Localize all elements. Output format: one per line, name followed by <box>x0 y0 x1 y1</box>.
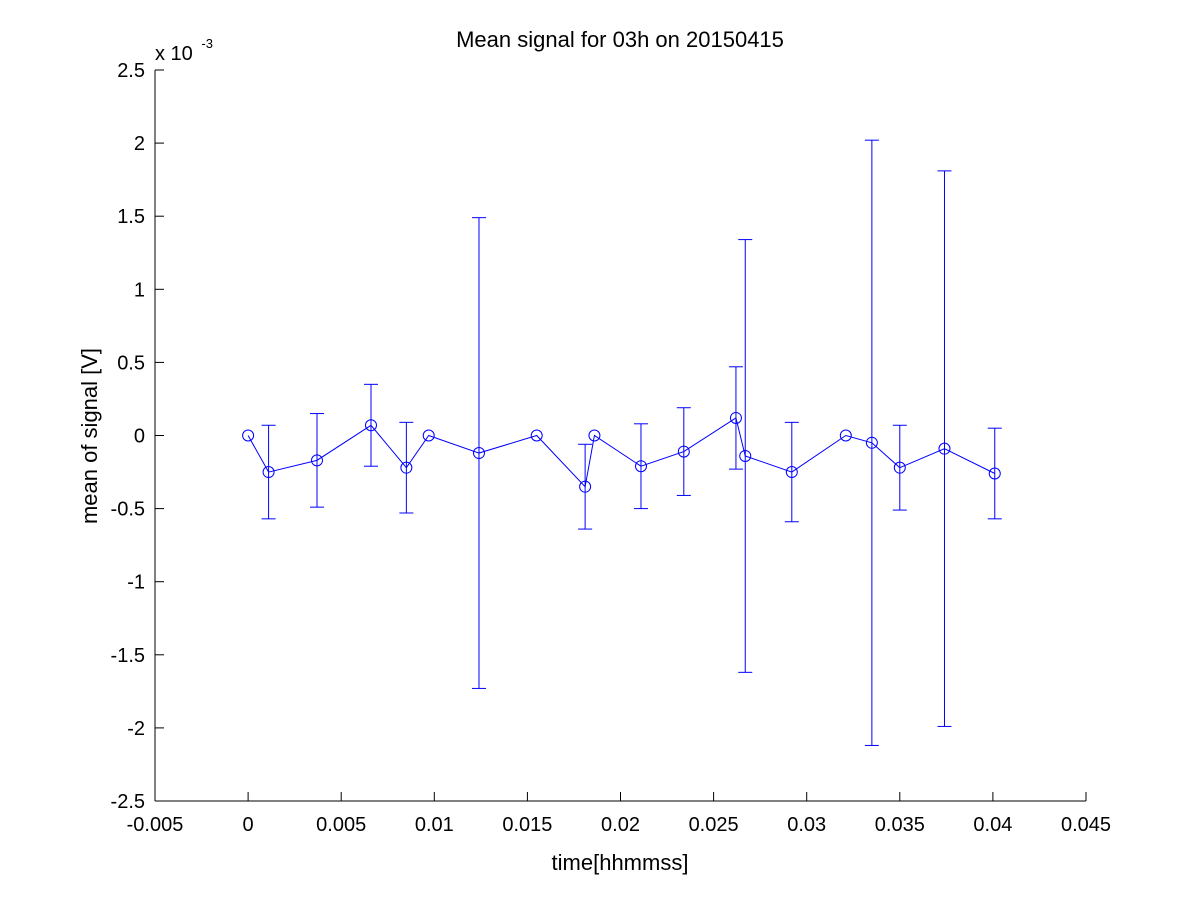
y-tick-label: 0 <box>134 426 145 448</box>
data-point-marker <box>364 419 377 432</box>
data-point-marker <box>310 454 323 467</box>
data-point-marker <box>893 461 906 474</box>
data-point-marker <box>739 449 752 462</box>
y-tick-label: -1.5 <box>111 645 145 667</box>
x-axis-label: time[hhmmss] <box>552 850 689 875</box>
x-tick-label: 0.025 <box>689 814 739 836</box>
plot-area <box>155 70 1086 801</box>
data-point-marker <box>634 460 647 473</box>
x-tick-label: 0.04 <box>973 814 1012 836</box>
x-tick-label: 0.03 <box>787 814 826 836</box>
x-tick-label: 0.02 <box>601 814 640 836</box>
x-tick-label: 0.045 <box>1061 814 1111 836</box>
chart-title: Mean signal for 03h on 20150415 <box>456 27 784 52</box>
x-tick-label: 0.035 <box>875 814 925 836</box>
error-bars <box>261 139 1002 746</box>
y-tick-label: -1 <box>127 572 145 594</box>
data-point-marker <box>988 467 1001 480</box>
y-tick-label: 1 <box>134 279 145 301</box>
data-point-marker <box>400 461 413 474</box>
x-tick-label: 0.015 <box>502 814 552 836</box>
data-point-marker <box>530 429 543 442</box>
data-point-marker <box>579 480 592 493</box>
series-line-group <box>247 417 995 488</box>
y-tick-label: 2 <box>134 133 145 155</box>
data-point-marker <box>938 442 951 455</box>
x-axis-ticks: -0.005 0 0.005 0.01 0.015 0.02 0.025 0.03 0.035 0… <box>127 792 1111 836</box>
x-tick-label: 0.005 <box>316 814 366 836</box>
x-tick-label: -0.005 <box>127 814 184 836</box>
data-point-marker <box>472 447 485 460</box>
y-tick-label: 2.5 <box>117 60 145 82</box>
data-point-marker <box>729 411 742 424</box>
data-point-marker <box>422 429 435 442</box>
y-tick-label: 0.5 <box>117 352 145 374</box>
y-axis-multiplier: x 10 -3 <box>155 36 213 65</box>
data-markers <box>242 411 1001 493</box>
y-axis-label: mean of signal [V] <box>77 348 102 524</box>
data-point-marker <box>588 429 601 442</box>
series-line <box>247 417 995 488</box>
data-point-marker <box>262 466 275 479</box>
data-point-marker <box>785 466 798 479</box>
x-tick-label: 0.01 <box>415 814 454 836</box>
data-point-marker <box>677 445 690 458</box>
y-multiplier-exponent: -3 <box>201 36 213 51</box>
data-point-marker <box>839 429 852 442</box>
y-tick-label: -0.5 <box>111 499 145 521</box>
y-tick-label: -2 <box>127 718 145 740</box>
y-axis-ticks: -2.5 -2 -1.5 -1 -0.5 0 0.5 1 1.5 2 2.5 <box>111 60 164 813</box>
y-multiplier-base: x 10 <box>155 43 193 65</box>
data-point-marker <box>242 429 255 442</box>
y-tick-label: 1.5 <box>117 206 145 228</box>
x-tick-label: 0 <box>243 814 254 836</box>
data-point-marker <box>865 436 878 449</box>
y-tick-label: -2.5 <box>111 791 145 813</box>
